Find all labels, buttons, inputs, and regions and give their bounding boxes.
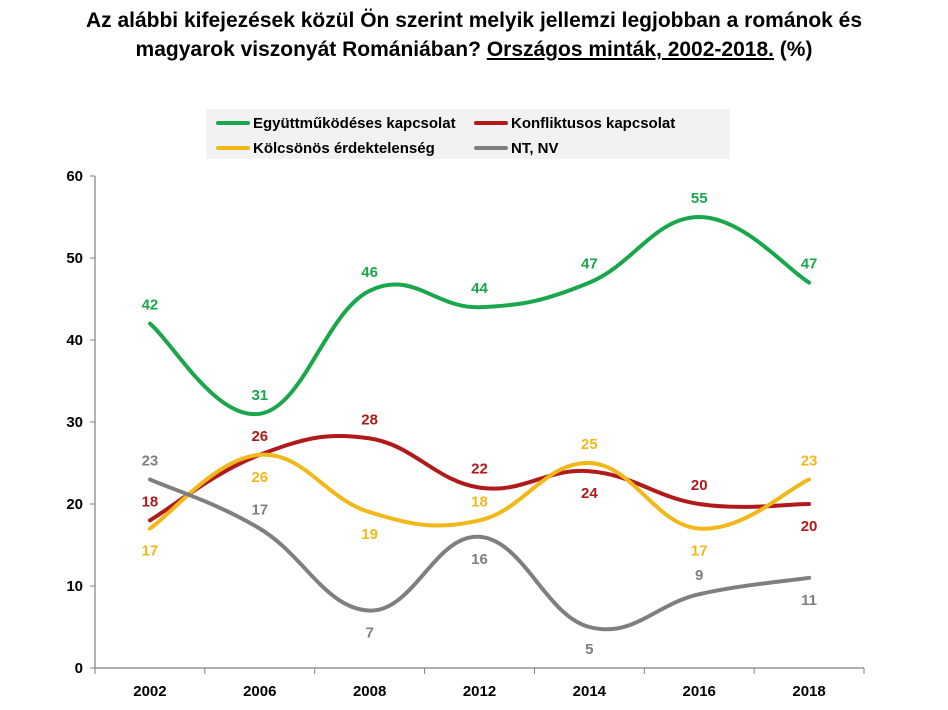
title-line-2-underlined: Országos minták, 2002-2018. <box>486 38 774 61</box>
data-label-conflict: 20 <box>801 518 818 535</box>
legend-swatch-cooperative <box>216 121 250 125</box>
data-label-dk-na: 23 <box>142 452 159 469</box>
data-label-cooperative: 47 <box>581 256 598 273</box>
series-indifference-line <box>147 452 812 531</box>
title-line-1: Az alábbi kifejezések közül Ön szerint m… <box>85 9 863 32</box>
title-line-2-text: magyarok viszonyát Romániában? <box>135 38 487 61</box>
x-tick-label: 2012 <box>463 683 496 700</box>
title-line-2: magyarok viszonyát Romániában? Országos … <box>0 35 948 64</box>
data-label-indifference: 23 <box>801 452 818 469</box>
data-label-cooperative: 55 <box>691 190 708 207</box>
data-label-cooperative: 44 <box>471 280 488 297</box>
data-label-conflict: 28 <box>361 411 378 428</box>
data-label-conflict: 24 <box>581 485 598 502</box>
y-tick-label: 60 <box>66 168 83 185</box>
data-label-dk-na: 7 <box>365 625 373 642</box>
series-dk-na-line <box>147 477 812 632</box>
legend-swatch-dk-na <box>474 146 508 150</box>
data-label-cooperative: 31 <box>251 387 268 404</box>
legend-label-indifference: Kölcsönös érdektelenség <box>253 139 435 157</box>
legend-item-indifference: Kölcsönös érdektelenség <box>216 137 435 159</box>
legend-swatch-indifference <box>216 146 250 150</box>
data-label-dk-na: 17 <box>251 502 268 519</box>
y-tick-label: 40 <box>66 332 83 349</box>
data-label-dk-na: 11 <box>801 592 817 609</box>
data-label-conflict: 18 <box>142 493 159 510</box>
legend-swatch-conflict <box>474 121 508 125</box>
legend-item-conflict: Konfliktusos kapcsolat <box>474 112 675 134</box>
data-label-cooperative: 46 <box>361 264 378 281</box>
data-label-indifference: 18 <box>471 493 488 510</box>
y-tick-label: 30 <box>66 414 83 431</box>
y-tick-label: 0 <box>75 660 83 677</box>
data-label-indifference: 17 <box>691 543 708 560</box>
data-label-indifference: 17 <box>142 543 159 560</box>
title-line-2-unit: (%) <box>773 38 813 61</box>
data-label-dk-na: 16 <box>471 551 488 568</box>
data-label-indifference: 25 <box>581 436 598 453</box>
x-tick-label: 2006 <box>243 683 276 700</box>
chart-legend: Együttműködéses kapcsolat Konfliktusos k… <box>206 109 730 159</box>
x-tick-label: 2018 <box>792 683 825 700</box>
y-tick-label: 20 <box>66 496 83 513</box>
data-label-conflict: 20 <box>691 477 708 494</box>
chart-data-labels: 42 31 46 44 47 55 47 18 26 28 22 24 20 20 17 26 19 18 25 17… <box>142 190 818 658</box>
chart-series <box>147 215 812 632</box>
data-label-dk-na: 9 <box>695 567 703 584</box>
legend-item-dk-na: NT, NV <box>474 137 559 159</box>
data-label-cooperative: 42 <box>142 297 159 314</box>
x-tick-label: 2008 <box>353 683 386 700</box>
legend-item-cooperative: Együttműködéses kapcsolat <box>216 112 456 134</box>
x-tick-label: 2016 <box>683 683 716 700</box>
legend-label-cooperative: Együttműködéses kapcsolat <box>253 114 456 132</box>
y-tick-label: 50 <box>66 250 83 267</box>
data-label-conflict: 22 <box>471 461 488 478</box>
data-label-indifference: 26 <box>251 469 268 486</box>
data-label-conflict: 26 <box>251 428 268 445</box>
x-tick-label: 2014 <box>573 683 607 700</box>
legend-label-conflict: Konfliktusos kapcsolat <box>511 114 676 132</box>
data-label-cooperative: 47 <box>801 256 818 273</box>
data-label-dk-na: 5 <box>585 641 593 658</box>
x-tick-label: 2002 <box>133 683 166 700</box>
y-tick-label: 10 <box>66 578 83 595</box>
data-label-indifference: 19 <box>361 526 378 543</box>
chart-title: Az alábbi kifejezések közül Ön szerint m… <box>0 6 948 64</box>
series-cooperative-line <box>147 215 812 416</box>
legend-label-dk-na: NT, NV <box>511 139 559 157</box>
